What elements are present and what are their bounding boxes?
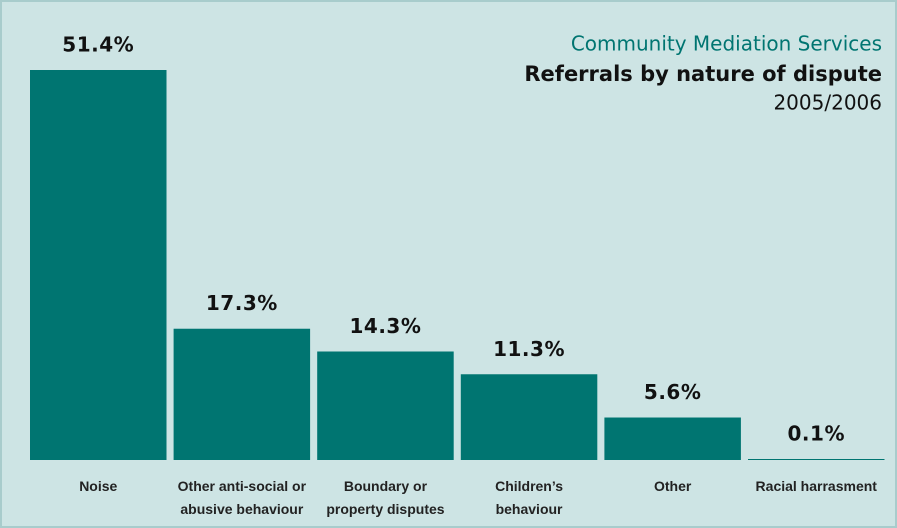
chart-title: Referrals by nature of dispute: [524, 62, 882, 86]
x-tick-label: Other anti-social or abusive behaviour: [178, 478, 307, 517]
x-tick-label: Other: [654, 478, 692, 494]
x-tick-label: Noise: [79, 478, 117, 494]
chart-subtitle: 2005/2006: [773, 91, 882, 115]
x-tick-label: Racial harrasment: [756, 478, 878, 494]
x-tick-label: Boundary or property disputes: [326, 478, 444, 517]
value-label: 14.3%: [350, 314, 422, 338]
bar: [317, 351, 454, 460]
x-tick-label: Children’s behaviour: [495, 478, 563, 517]
bar: [604, 417, 741, 460]
bar: [460, 374, 598, 460]
value-label: 17.3%: [206, 291, 278, 315]
value-label: 51.4%: [62, 33, 134, 57]
bar: [748, 459, 885, 460]
bar: [30, 70, 167, 460]
value-label: 0.1%: [788, 422, 845, 446]
value-label: 11.3%: [493, 337, 565, 361]
bar: [173, 328, 311, 460]
chart-header: Community Mediation Services: [571, 32, 882, 56]
value-label: 5.6%: [644, 380, 701, 404]
